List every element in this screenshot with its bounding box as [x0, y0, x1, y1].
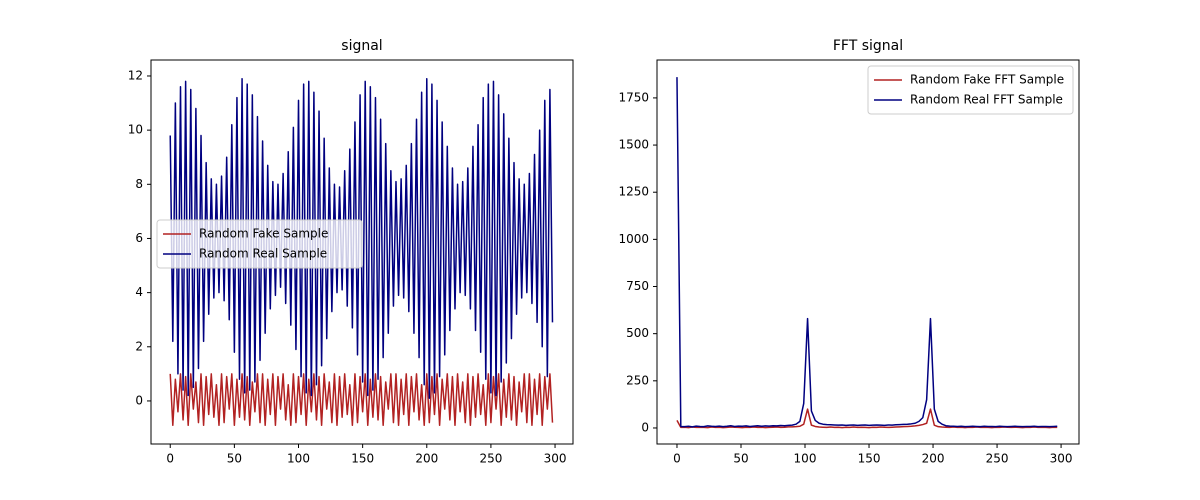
legend-box [867, 65, 1074, 115]
x-tick-label: 50 [733, 452, 748, 466]
y-tick-label: 6 [135, 231, 143, 245]
x-tick-label: 300 [1050, 452, 1073, 466]
y-tick-label: 1500 [618, 138, 649, 152]
legend: Random Fake FFT Sample Random Real FFT Sa… [867, 65, 1074, 115]
y-tick-label: 750 [626, 279, 649, 293]
legend: Random Fake Sample Random Real Sample [156, 219, 363, 269]
x-tick-label: 0 [166, 452, 174, 466]
subplot: signal 0 50 100 150 200 250 300 0 2 4 6 8 10 12 Random … [128, 38, 574, 466]
x-tick-label: 0 [673, 452, 681, 466]
y-tick-label: 0 [641, 420, 649, 434]
series-line [169, 373, 554, 427]
plot-area [676, 77, 1058, 429]
x-tick-label: 50 [227, 452, 242, 466]
x-tick-label: 200 [922, 452, 945, 466]
legend-label: Random Fake FFT Sample [910, 73, 1064, 87]
y-tick-label: 2 [135, 339, 143, 353]
x-tick-label: 200 [415, 452, 438, 466]
y-tick-label: 1250 [618, 185, 649, 199]
series-line [676, 77, 1058, 428]
x-tick-label: 250 [479, 452, 502, 466]
chart-title: signal [341, 38, 382, 54]
axes-frame [150, 59, 574, 445]
subplot: FFT signal 0 50 100 150 200 250 300 0 250 500 750 10… [618, 38, 1080, 466]
y-tick-label: 0 [135, 393, 143, 407]
y-tick-label: 4 [135, 285, 143, 299]
x-tick-label: 250 [986, 452, 1009, 466]
y-tick-label: 8 [135, 177, 143, 191]
chart-title: FFT signal [833, 38, 903, 54]
x-tick-label: 150 [351, 452, 374, 466]
y-tick-label: 1000 [618, 232, 649, 246]
y-tick-label: 1750 [618, 90, 649, 104]
series-line [676, 408, 1058, 429]
legend-label: Random Fake Sample [199, 227, 328, 241]
y-tick-label: 10 [128, 123, 143, 137]
x-tick-label: 300 [544, 452, 567, 466]
y-tick-label: 12 [128, 68, 143, 82]
y-tick-label: 250 [626, 373, 649, 387]
axes-frame [656, 59, 1080, 445]
y-tick-label: 500 [626, 326, 649, 340]
x-tick-label: 150 [858, 452, 881, 466]
x-tick-label: 100 [794, 452, 817, 466]
x-tick-label: 100 [287, 452, 310, 466]
legend-label: Random Real FFT Sample [910, 93, 1063, 107]
legend-box [156, 219, 363, 269]
legend-label: Random Real Sample [199, 247, 327, 261]
